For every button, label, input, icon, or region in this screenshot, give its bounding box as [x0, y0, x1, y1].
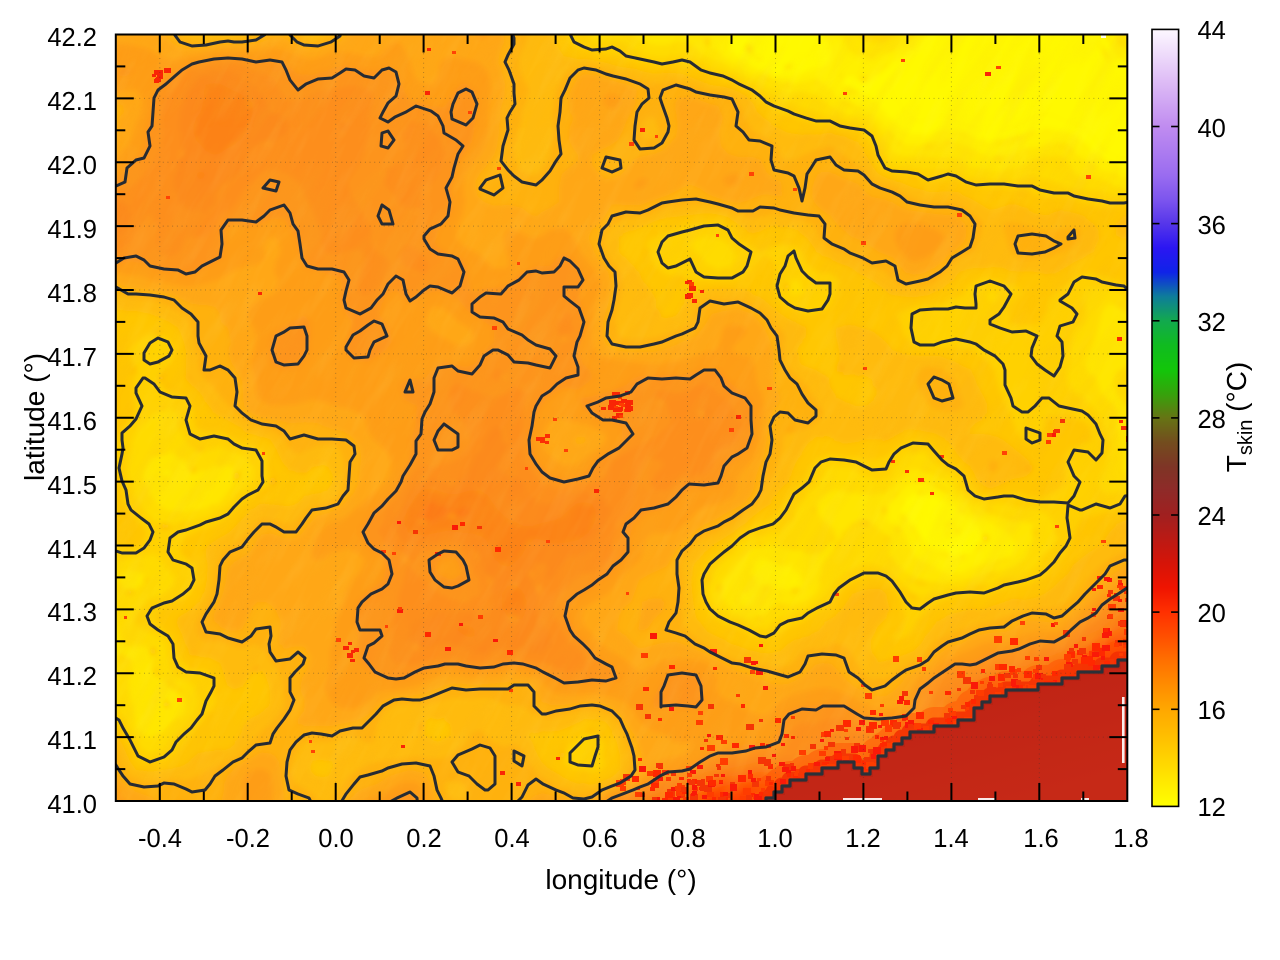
svg-text:1.0: 1.0	[757, 825, 792, 853]
svg-text:0.8: 0.8	[670, 825, 705, 853]
svg-text:28: 28	[1198, 406, 1226, 434]
svg-text:41.9: 41.9	[47, 216, 97, 244]
svg-text:1.6: 1.6	[1023, 825, 1058, 853]
svg-text:1.8: 1.8	[1113, 825, 1148, 853]
svg-text:40: 40	[1198, 115, 1226, 143]
svg-text:-0.4: -0.4	[138, 825, 182, 853]
svg-text:12: 12	[1198, 794, 1226, 822]
svg-text:41.3: 41.3	[47, 599, 97, 627]
svg-text:41.6: 41.6	[47, 408, 97, 436]
svg-text:41.1: 41.1	[47, 727, 97, 755]
svg-text:longitude (°): longitude (°)	[545, 864, 696, 895]
svg-text:0.4: 0.4	[494, 825, 529, 853]
svg-text:41.0: 41.0	[47, 791, 97, 819]
svg-text:-0.2: -0.2	[226, 825, 270, 853]
svg-text:36: 36	[1198, 212, 1226, 240]
svg-text:24: 24	[1198, 503, 1226, 531]
svg-text:32: 32	[1198, 309, 1226, 337]
svg-text:42.0: 42.0	[47, 152, 97, 180]
svg-text:41.8: 41.8	[47, 280, 97, 308]
svg-text:0.0: 0.0	[318, 825, 353, 853]
svg-text:42.1: 42.1	[47, 88, 97, 116]
svg-text:41.2: 41.2	[47, 663, 97, 691]
svg-text:42.2: 42.2	[47, 24, 97, 52]
svg-text:44: 44	[1198, 17, 1226, 45]
svg-text:0.6: 0.6	[582, 825, 617, 853]
svg-text:20: 20	[1198, 600, 1226, 628]
svg-text:1.4: 1.4	[933, 825, 968, 853]
svg-text:41.7: 41.7	[47, 344, 97, 372]
svg-text:41.4: 41.4	[47, 536, 97, 564]
svg-text:Tskin (°C): Tskin (°C)	[1221, 362, 1257, 473]
svg-text:16: 16	[1198, 697, 1226, 725]
svg-text:latitude (°): latitude (°)	[19, 353, 50, 481]
svg-text:0.2: 0.2	[406, 825, 441, 853]
svg-text:41.5: 41.5	[47, 472, 97, 500]
svg-text:1.2: 1.2	[845, 825, 880, 853]
